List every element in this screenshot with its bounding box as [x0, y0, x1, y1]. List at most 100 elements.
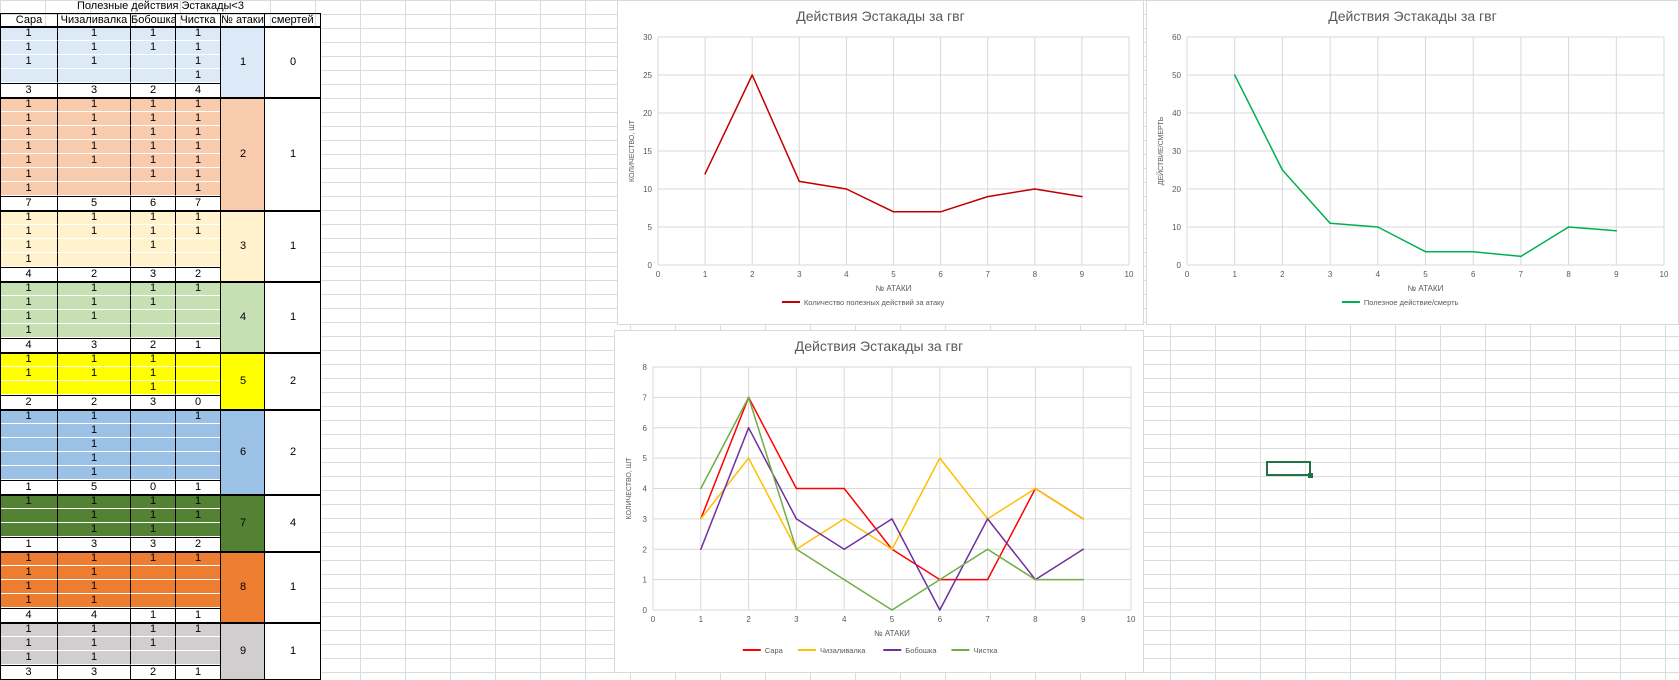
- data-cell[interactable]: 1: [131, 98, 176, 112]
- data-cell[interactable]: 1: [131, 140, 176, 154]
- data-cell[interactable]: [131, 452, 176, 466]
- attack-number-cell[interactable]: 9: [221, 623, 265, 679]
- data-cell[interactable]: [58, 182, 131, 196]
- data-cell[interactable]: [0, 69, 58, 83]
- header-cell[interactable]: смертей: [265, 13, 321, 27]
- data-cell[interactable]: 1: [0, 168, 58, 182]
- data-cell[interactable]: 1: [131, 381, 176, 395]
- data-cell[interactable]: [131, 466, 176, 480]
- data-cell[interactable]: [0, 381, 58, 395]
- data-cell[interactable]: 1: [0, 154, 58, 168]
- data-cell[interactable]: 1: [58, 580, 131, 594]
- data-cell[interactable]: [131, 566, 176, 580]
- data-cell[interactable]: [0, 424, 58, 438]
- data-cell[interactable]: 1: [131, 154, 176, 168]
- data-cell[interactable]: [58, 239, 131, 253]
- data-cell[interactable]: 1: [0, 623, 58, 637]
- data-cell[interactable]: 1: [0, 310, 58, 324]
- deaths-cell[interactable]: 2: [265, 353, 321, 409]
- data-cell[interactable]: 1: [0, 594, 58, 608]
- chart-actions-per-member[interactable]: Действия Эстакады за гвг 0 1 2 3 4 5 6 7 8 0 1 2 3 4 5 6…: [614, 330, 1144, 673]
- data-cell[interactable]: 1: [0, 98, 58, 112]
- data-cell[interactable]: [0, 438, 58, 452]
- data-cell[interactable]: 1: [0, 651, 58, 665]
- data-cell[interactable]: [0, 523, 58, 537]
- data-cell[interactable]: 1: [58, 296, 131, 310]
- deaths-cell[interactable]: 1: [265, 552, 321, 622]
- total-cell[interactable]: 1: [0, 480, 58, 494]
- attack-number-cell[interactable]: 2: [221, 98, 265, 210]
- data-cell[interactable]: 1: [0, 182, 58, 196]
- total-cell[interactable]: 2: [58, 267, 131, 281]
- total-cell[interactable]: 3: [58, 338, 131, 352]
- deaths-cell[interactable]: 1: [265, 623, 321, 679]
- data-cell[interactable]: 1: [58, 552, 131, 566]
- data-cell[interactable]: [131, 253, 176, 267]
- data-cell[interactable]: 1: [131, 41, 176, 55]
- data-cell[interactable]: 1: [0, 410, 58, 424]
- data-cell[interactable]: 1: [58, 367, 131, 381]
- data-cell[interactable]: 1: [131, 296, 176, 310]
- total-cell[interactable]: 7: [0, 196, 58, 210]
- data-cell[interactable]: 1: [131, 353, 176, 367]
- data-cell[interactable]: 1: [0, 324, 58, 338]
- data-cell[interactable]: 1: [0, 225, 58, 239]
- data-cell[interactable]: 1: [131, 112, 176, 126]
- data-cell[interactable]: 1: [58, 112, 131, 126]
- data-cell[interactable]: 1: [131, 637, 176, 651]
- data-cell[interactable]: [0, 466, 58, 480]
- active-cell-selection[interactable]: [1266, 461, 1313, 478]
- data-cell[interactable]: 1: [131, 367, 176, 381]
- data-cell[interactable]: 1: [0, 239, 58, 253]
- data-cell[interactable]: [131, 438, 176, 452]
- data-cell[interactable]: 1: [0, 282, 58, 296]
- data-cell[interactable]: [58, 69, 131, 83]
- data-cell[interactable]: 1: [58, 154, 131, 168]
- data-cell[interactable]: 1: [58, 126, 131, 140]
- header-cell[interactable]: Сара: [0, 13, 58, 27]
- data-cell[interactable]: [131, 594, 176, 608]
- data-cell[interactable]: 1: [0, 112, 58, 126]
- data-cell[interactable]: 1: [131, 211, 176, 225]
- attack-number-cell[interactable]: 3: [221, 211, 265, 281]
- data-cell[interactable]: 1: [58, 41, 131, 55]
- data-cell[interactable]: 1: [58, 225, 131, 239]
- total-cell[interactable]: 1: [0, 537, 58, 551]
- data-cell[interactable]: [131, 310, 176, 324]
- data-cell[interactable]: 1: [0, 566, 58, 580]
- data-cell[interactable]: [131, 424, 176, 438]
- data-cell[interactable]: 1: [58, 651, 131, 665]
- total-cell[interactable]: 4: [58, 608, 131, 622]
- data-cell[interactable]: 1: [58, 523, 131, 537]
- data-cell[interactable]: 1: [0, 353, 58, 367]
- header-cell[interactable]: Бобошка: [131, 13, 176, 27]
- total-cell[interactable]: 3: [131, 537, 176, 551]
- data-cell[interactable]: 1: [131, 168, 176, 182]
- total-cell[interactable]: 5: [58, 480, 131, 494]
- data-cell[interactable]: 1: [58, 98, 131, 112]
- data-cell[interactable]: [58, 381, 131, 395]
- total-cell[interactable]: 3: [131, 267, 176, 281]
- data-cell[interactable]: 1: [58, 140, 131, 154]
- total-cell[interactable]: 2: [58, 395, 131, 409]
- data-cell[interactable]: 1: [131, 495, 176, 509]
- data-cell[interactable]: 1: [58, 623, 131, 637]
- data-cell[interactable]: 1: [0, 140, 58, 154]
- data-cell[interactable]: 1: [58, 424, 131, 438]
- data-cell[interactable]: 1: [58, 452, 131, 466]
- data-cell[interactable]: 1: [58, 566, 131, 580]
- data-cell[interactable]: 1: [131, 126, 176, 140]
- data-cell[interactable]: [131, 55, 176, 69]
- data-cell[interactable]: 1: [0, 41, 58, 55]
- data-cell[interactable]: [131, 410, 176, 424]
- total-cell[interactable]: 4: [0, 267, 58, 281]
- data-cell[interactable]: [0, 452, 58, 466]
- data-cell[interactable]: [131, 324, 176, 338]
- data-cell[interactable]: 1: [0, 637, 58, 651]
- total-cell[interactable]: 3: [58, 537, 131, 551]
- data-cell[interactable]: 1: [131, 225, 176, 239]
- data-cell[interactable]: 1: [0, 55, 58, 69]
- attack-number-cell[interactable]: 4: [221, 282, 265, 352]
- deaths-cell[interactable]: 1: [265, 282, 321, 352]
- total-cell[interactable]: 6: [131, 196, 176, 210]
